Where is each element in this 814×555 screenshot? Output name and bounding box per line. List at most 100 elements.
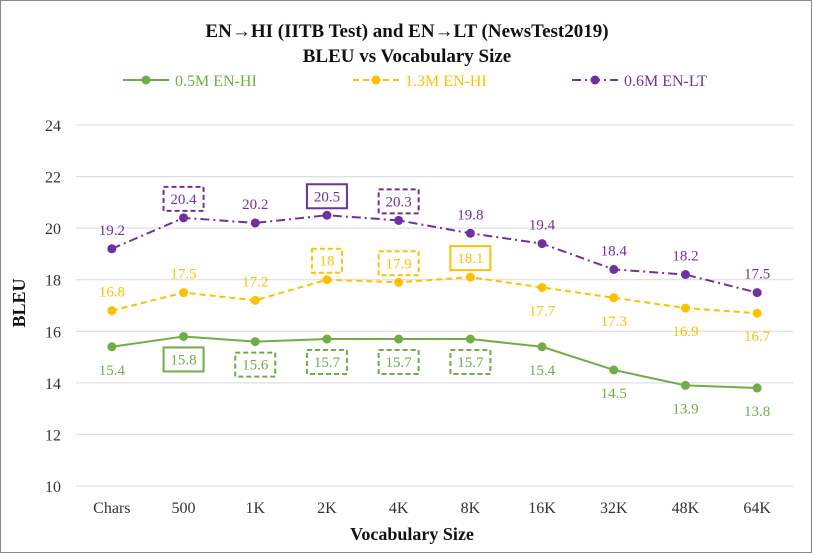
data-point [752, 288, 762, 298]
y-axis-label: BLEU [9, 278, 29, 327]
x-tick-label: 48K [672, 500, 700, 517]
data-point [752, 308, 762, 318]
data-label: 16.7 [744, 329, 771, 345]
legend-entry: 0.5M EN-HI [175, 73, 257, 90]
x-axis-ticks: Chars 500 1K 2K 4K 8K 16K 32K 48K 64K [93, 500, 771, 517]
data-point [680, 380, 690, 390]
data-point [537, 282, 547, 292]
data-point [394, 215, 404, 225]
data-label: 19.4 [529, 218, 556, 234]
data-point [465, 334, 475, 344]
data-label: 20.5 [314, 189, 340, 205]
data-point [465, 228, 475, 238]
data-point [465, 272, 475, 282]
data-label: 15.4 [99, 363, 126, 379]
label-box [162, 346, 205, 373]
legend: 0.5M EN-HI 1.3M EN-HI 0.6M EN-LT [123, 73, 707, 90]
data-label: 18.1 [457, 251, 483, 267]
x-tick-label: 8K [461, 500, 481, 517]
data-label: 17.5 [744, 267, 770, 283]
legend-marker [371, 75, 381, 85]
data-point [537, 239, 547, 249]
data-point [179, 331, 189, 341]
data-point [107, 244, 117, 254]
series-line [111, 276, 758, 315]
data-point [179, 213, 189, 223]
x-tick-label: Chars [93, 500, 130, 517]
label-box [377, 250, 420, 277]
data-point [322, 334, 332, 344]
chart-title: EN→HI (IITB Test) and EN→LT (NewsTest201… [205, 21, 608, 42]
data-label: 16.9 [672, 324, 698, 340]
label-box [449, 349, 492, 376]
data-label: 15.7 [386, 355, 413, 371]
data-label: 13.9 [672, 401, 698, 417]
x-axis-label: Vocabulary Size [350, 524, 474, 544]
data-label: 15.8 [170, 352, 196, 368]
data-label: 14.5 [601, 386, 627, 402]
data-point [537, 342, 547, 352]
data-label: 20.3 [386, 194, 412, 210]
y-tick-label: 22 [45, 170, 61, 187]
y-tick-label: 18 [45, 273, 61, 290]
legend-marker [141, 75, 151, 85]
data-label: 19.2 [99, 223, 125, 239]
y-tick-label: 12 [45, 427, 61, 444]
data-point [394, 334, 404, 344]
data-label: 13.8 [744, 404, 770, 420]
label-box [377, 188, 420, 215]
series-line [111, 214, 758, 294]
label-box [305, 349, 348, 376]
data-point [322, 275, 332, 285]
data-point [107, 306, 117, 316]
data-point [107, 342, 117, 352]
legend-entry: 1.3M EN-HI [405, 73, 487, 90]
chart-subtitle: BLEU vs Vocabulary Size [303, 46, 512, 67]
data-point [179, 288, 189, 298]
data-label: 17.3 [601, 314, 627, 330]
data-label: 15.7 [457, 355, 484, 371]
data-label: 18.2 [672, 249, 698, 265]
data-label: 18.4 [601, 243, 628, 259]
x-tick-label: 16K [528, 500, 556, 517]
y-tick-label: 14 [45, 376, 61, 393]
data-point [680, 270, 690, 280]
data-point [394, 277, 404, 287]
data-point [680, 303, 690, 313]
data-point [609, 293, 619, 303]
data-label: 17.2 [242, 274, 268, 290]
data-point [609, 365, 619, 375]
data-label: 18 [319, 254, 334, 270]
data-label: 15.4 [529, 363, 556, 379]
data-label: 17.9 [386, 256, 412, 272]
series-line [111, 335, 758, 390]
x-tick-label: 500 [172, 500, 196, 517]
data-point [322, 210, 332, 220]
data-label: 19.8 [457, 207, 483, 223]
x-tick-label: 2K [317, 500, 337, 517]
label-box [377, 349, 420, 376]
data-label: 16.8 [99, 285, 125, 301]
x-tick-label: 1K [245, 500, 265, 517]
data-label: 20.2 [242, 197, 268, 213]
data-point [250, 218, 260, 228]
data-label: 15.7 [314, 355, 341, 371]
label-box [162, 185, 205, 212]
x-tick-label: 32K [600, 500, 628, 517]
data-point [752, 383, 762, 393]
data-point [250, 295, 260, 305]
y-tick-label: 10 [45, 479, 61, 496]
data-point [250, 337, 260, 347]
series-lines [107, 210, 762, 393]
y-tick-label: 16 [45, 324, 61, 341]
data-label: 20.4 [170, 192, 197, 208]
y-tick-label: 20 [45, 221, 61, 238]
label-box [449, 245, 492, 272]
label-box [234, 351, 277, 378]
y-axis-ticks: 10 12 14 16 18 20 22 24 [45, 118, 61, 496]
data-point [609, 264, 619, 274]
data-label: 17.5 [170, 267, 196, 283]
y-tick-label: 24 [45, 118, 61, 135]
